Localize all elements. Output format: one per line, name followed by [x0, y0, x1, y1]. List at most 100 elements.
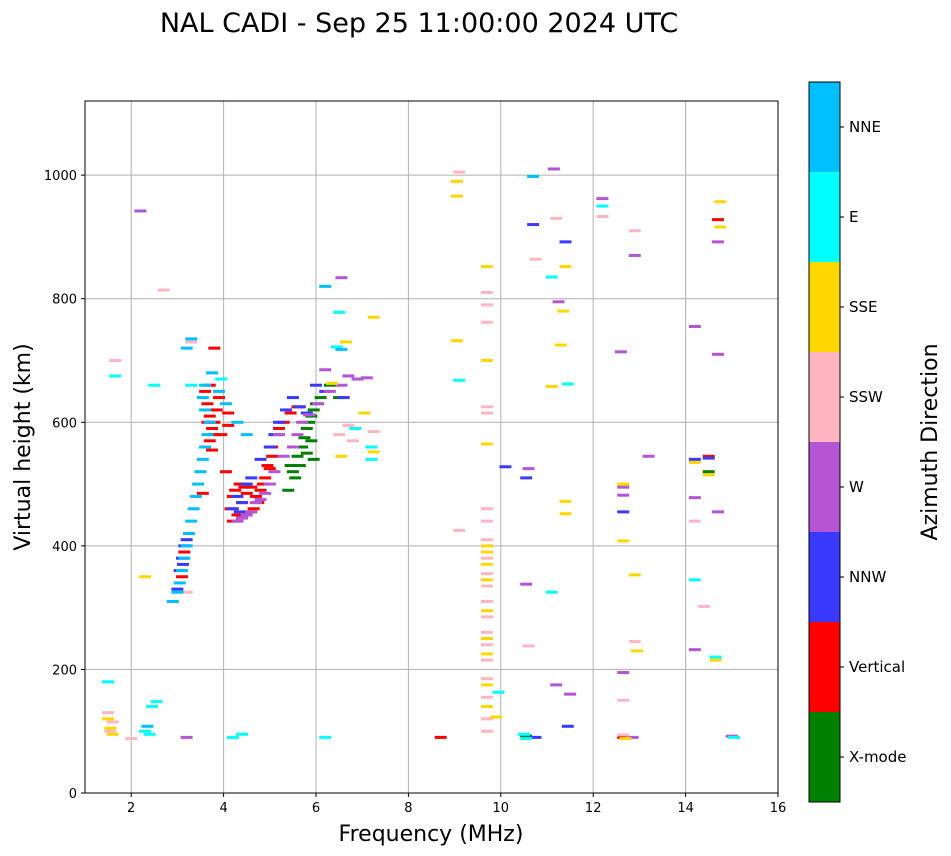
- colorbar-tick-label: NNW: [849, 568, 886, 586]
- data-point: [480, 599, 493, 603]
- data-point: [550, 216, 563, 220]
- data-point: [688, 460, 701, 464]
- data-point: [139, 575, 152, 579]
- data-point: [180, 590, 193, 594]
- data-point: [480, 550, 493, 554]
- data-point: [323, 389, 336, 393]
- plot-area: [85, 101, 778, 793]
- data-point: [199, 389, 212, 393]
- data-point: [453, 378, 466, 382]
- data-point: [279, 408, 292, 412]
- data-point: [547, 167, 560, 171]
- data-point: [303, 420, 316, 424]
- x-tick-label: 12: [585, 801, 602, 816]
- data-point: [520, 737, 533, 741]
- data-point: [247, 507, 260, 511]
- data-point: [249, 501, 262, 505]
- data-point: [522, 467, 535, 471]
- data-point: [642, 454, 655, 458]
- data-point: [196, 457, 209, 461]
- data-point: [619, 737, 632, 741]
- data-point: [219, 470, 232, 474]
- data-point: [226, 735, 239, 739]
- data-point: [254, 457, 267, 461]
- data-point: [231, 513, 244, 517]
- data-point: [617, 671, 630, 675]
- data-point: [139, 729, 152, 733]
- data-point: [259, 491, 272, 495]
- data-point: [559, 499, 572, 503]
- data-point: [291, 454, 304, 458]
- colorbar-tick-label: SSW: [849, 388, 883, 406]
- data-point: [291, 433, 304, 437]
- colorbar-segment: [809, 532, 840, 622]
- data-point: [550, 683, 563, 687]
- data-point: [617, 510, 630, 514]
- data-point: [192, 482, 205, 486]
- data-point: [245, 476, 258, 480]
- data-point: [480, 320, 493, 324]
- data-point: [307, 408, 320, 412]
- data-point: [335, 454, 348, 458]
- data-point: [206, 448, 219, 452]
- data-point: [102, 711, 115, 715]
- data-point: [182, 532, 195, 535]
- data-point: [480, 507, 493, 511]
- data-point: [333, 433, 346, 437]
- data-point: [480, 677, 493, 681]
- data-point: [231, 494, 244, 498]
- colorbar-segment: [809, 442, 840, 532]
- data-point: [231, 420, 244, 424]
- data-point: [323, 383, 336, 387]
- colorbar-tick-label: E: [849, 208, 858, 226]
- data-point: [102, 680, 115, 684]
- data-point: [236, 732, 249, 736]
- data-point: [201, 433, 214, 437]
- data-point: [545, 275, 558, 279]
- data-point: [596, 204, 609, 208]
- data-point: [480, 405, 493, 409]
- data-point: [365, 445, 378, 449]
- data-point: [180, 544, 193, 548]
- data-point: [282, 488, 295, 492]
- data-point: [171, 587, 184, 591]
- data-point: [300, 451, 313, 455]
- data-point: [263, 445, 276, 449]
- data-point: [561, 724, 574, 728]
- data-point: [212, 389, 225, 393]
- y-axis-ticks: 0 200 400 600 800 1000: [44, 169, 85, 802]
- data-point: [312, 402, 325, 406]
- data-point: [249, 494, 262, 498]
- data-point: [520, 582, 533, 586]
- data-point: [628, 229, 641, 233]
- colorbar-segment: [809, 262, 840, 352]
- data-point: [150, 700, 163, 704]
- x-tick-label: 2: [127, 801, 135, 816]
- plot-frame: [84, 100, 779, 794]
- x-tick-label: 6: [312, 801, 320, 816]
- data-point: [711, 240, 724, 244]
- x-axis-label: Frequency (MHz): [339, 822, 524, 847]
- data-point: [201, 402, 214, 406]
- data-point: [236, 516, 249, 520]
- data-point: [702, 454, 715, 458]
- data-point: [296, 420, 309, 424]
- y-tick-label: 1000: [44, 169, 77, 184]
- x-axis-ticks: 2 4 6 8 10 12 14 16: [127, 793, 786, 816]
- data-point: [125, 737, 138, 741]
- data-point: [233, 510, 246, 514]
- data-point: [254, 488, 267, 492]
- data-point: [480, 615, 493, 619]
- data-point: [109, 374, 122, 378]
- colorbar-segment: [809, 622, 840, 712]
- colorbar-tick-label: W: [849, 478, 864, 496]
- data-point: [631, 649, 644, 653]
- data-point: [141, 724, 154, 728]
- data-point: [688, 648, 701, 652]
- data-point: [222, 423, 235, 427]
- data-point: [333, 310, 346, 314]
- data-point: [185, 337, 198, 341]
- data-point: [106, 732, 119, 736]
- data-point: [231, 519, 244, 523]
- data-point: [480, 630, 493, 634]
